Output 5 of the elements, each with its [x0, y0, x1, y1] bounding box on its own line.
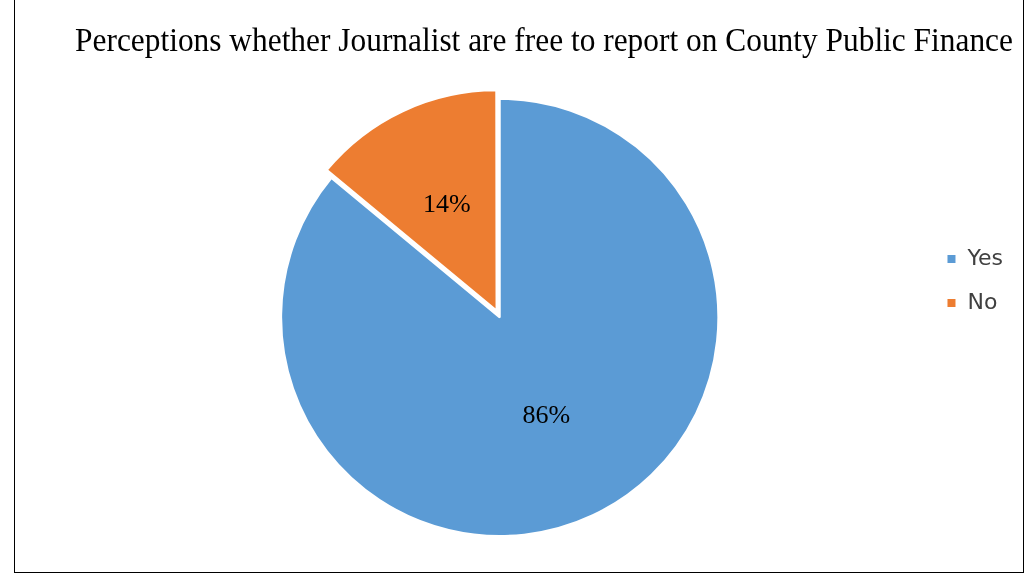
legend-label: Yes: [966, 244, 1003, 270]
legend-label: No: [967, 288, 998, 314]
chart-title: Perceptions whether Journalist are free to report on County Public Finance: [75, 21, 1013, 59]
data-label: 14%: [422, 188, 471, 218]
data-label: 86%: [522, 400, 571, 430]
